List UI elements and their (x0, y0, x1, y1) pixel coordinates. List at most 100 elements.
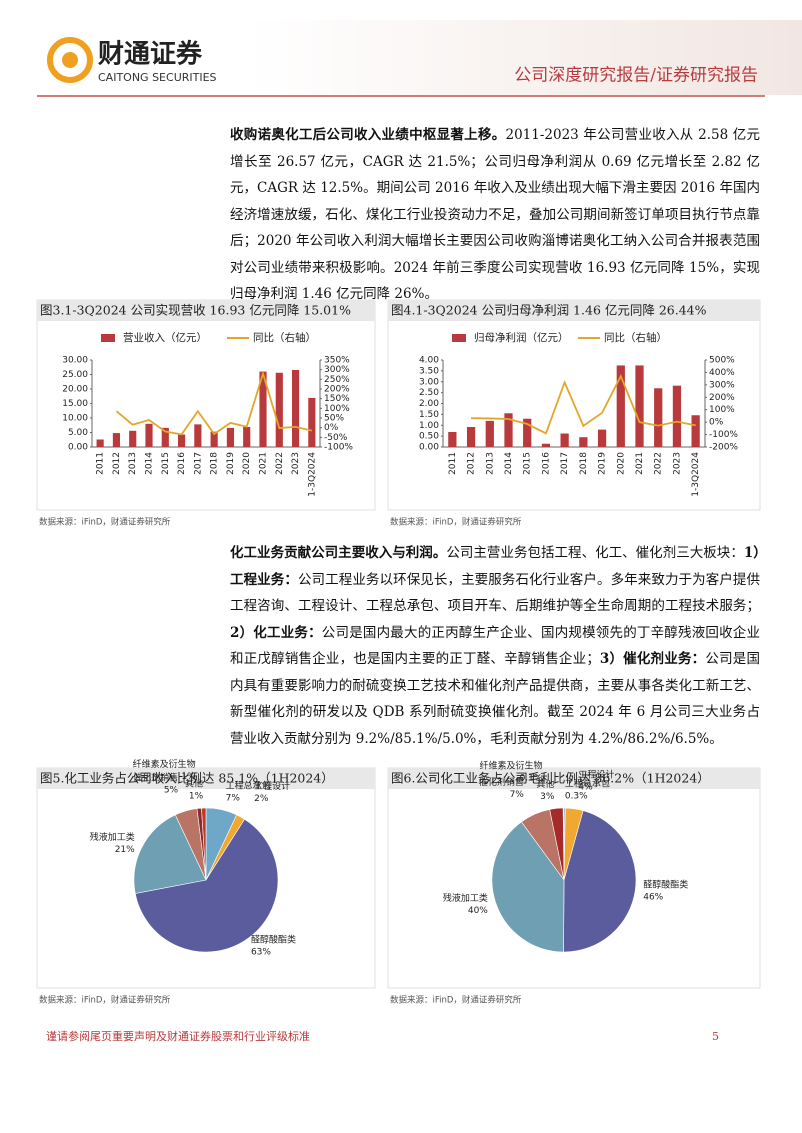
slice-value-label: 5% (164, 785, 179, 795)
y-tick-label: 2.00 (419, 399, 439, 409)
y2-tick-label: 250% (324, 375, 350, 385)
slice-value-label: 1% (189, 792, 204, 802)
bar (129, 430, 137, 447)
y-tick-label: 1.50 (419, 410, 439, 420)
y-tick-label: 0.50 (419, 432, 439, 442)
x-tick-label: 2013 (485, 452, 495, 475)
legend-swatch (101, 334, 115, 342)
slice-label: 其他 (536, 778, 554, 790)
report-type: 公司深度研究报告/证券研究报告 (514, 66, 758, 86)
chart-source: 数据来源：iFinD，财通证券研究所 (39, 995, 171, 1006)
bar (145, 423, 153, 447)
brand: 财通证券 (98, 40, 203, 70)
bar (161, 427, 169, 447)
bar (616, 365, 625, 447)
slice-label: 残液加工类 (443, 892, 488, 904)
line-series (471, 373, 696, 435)
text: 2011-2023 年公司营业收入从 2.58 亿元增长至 26.57 亿元，C… (230, 127, 760, 302)
x-tick-label: 2022 (275, 452, 285, 475)
chart-title: 图3.1-3Q2024 公司实现营收 16.93 亿元同降 15.01% (40, 303, 351, 318)
y-tick-label: 30.00 (62, 356, 88, 366)
chart-source: 数据来源：iFinD，财通证券研究所 (39, 517, 171, 528)
bold-text: 3）催化剂业务： (599, 651, 706, 667)
logo (47, 37, 93, 83)
y-tick-label: 10.00 (62, 414, 88, 424)
slice-label: 纤维素及衍生物 (133, 758, 196, 770)
x-tick-label: 2020 (242, 452, 252, 475)
chart-title: 图4.1-3Q2024 公司归母净利润 1.46 亿元同降 26.44% (391, 303, 707, 318)
y2-tick-label: 500% (709, 356, 735, 366)
bar (597, 429, 607, 447)
y-tick-label: 4.00 (419, 356, 439, 366)
chart-title: 图5.化工业务占公司收入比例达 85.1%（1H2024） (40, 771, 334, 786)
y2-tick-label: 300% (324, 365, 350, 375)
brand-en: CAITONG SECURITIES (98, 71, 217, 84)
x-tick-label: 2014 (504, 452, 514, 475)
y2-tick-label: 200% (709, 393, 735, 403)
y2-tick-label: 150% (324, 394, 350, 404)
x-tick-label: 2011 (448, 452, 458, 475)
x-tick-label: 2017 (560, 452, 570, 475)
x-tick-label: 2013 (128, 452, 138, 475)
text: 公司是国内具有重要影响力的耐硫变换工艺技术和催化剂产品提供商，主要从事各类化工新… (230, 651, 761, 747)
x-tick-label: 1-3Q2024 (307, 452, 317, 497)
slice-value-label: 7% (226, 794, 241, 804)
x-tick-label: 2019 (226, 452, 236, 475)
y2-tick-label: 350% (324, 356, 350, 366)
y2-tick-label: -100% (709, 430, 738, 440)
x-tick-label: 2015 (523, 452, 533, 475)
legend-label: 营业收入（亿元） (123, 331, 207, 344)
bar (504, 413, 513, 447)
slice-label: 残液加工类 (90, 831, 135, 843)
x-tick-label: 2023 (672, 452, 682, 475)
line-series (115, 370, 313, 436)
slice-value-label: -0.1% (516, 774, 543, 784)
x-tick-label: 2015 (161, 452, 171, 475)
slice-value-label: 21% (115, 845, 135, 855)
bar (275, 372, 283, 447)
page-number: 5 (712, 1030, 719, 1043)
legend-label: 归母净利润（亿元） (474, 331, 569, 344)
slice-label: 催化剂销售 (479, 776, 524, 788)
slice-value-label: 0.3% (565, 792, 588, 802)
y-tick-label: 0.00 (68, 443, 88, 453)
y2-tick-label: 0% (709, 418, 724, 428)
x-tick-label: 2017 (193, 452, 203, 475)
y-tick-label: 15.00 (62, 399, 88, 409)
x-tick-label: 2021 (259, 452, 269, 475)
x-tick-label: 2021 (635, 452, 645, 475)
bar (654, 388, 663, 447)
bar (485, 420, 494, 447)
pie-slice (134, 818, 279, 953)
x-tick-label: 2019 (598, 452, 608, 475)
bar (635, 365, 644, 447)
footer-disclaimer: 谨请参阅尾页重要声明及财通证券股票和行业评级标准 (46, 1029, 310, 1043)
y2-tick-label: 0% (324, 423, 339, 433)
x-tick-label: 2012 (467, 452, 477, 475)
pie-slice (549, 807, 565, 881)
y-tick-label: 5.00 (68, 428, 88, 438)
chart-title: 图6.公司化工业务占公司毛利比例达 86.2%（1H2024） (391, 771, 710, 786)
text: 公司主营业务包括工程、化工、催化剂三大板块： (446, 545, 744, 561)
slice-label: 纤维素及衍生物 (479, 760, 542, 772)
bar (259, 371, 267, 447)
x-tick-label: 1-3Q2024 (691, 452, 701, 497)
legend-label: 同比（右轴） (253, 331, 316, 344)
slice-label: 工程总承包 (226, 780, 271, 792)
slice-value-label: 1% (181, 772, 196, 782)
pie-slice (563, 810, 637, 953)
y2-tick-label: 100% (709, 405, 735, 415)
slice-label: 工程设计 (578, 769, 614, 781)
chart-source: 数据来源：iFinD，财通证券研究所 (390, 517, 522, 528)
bar (194, 424, 202, 447)
y2-tick-label: -100% (324, 443, 353, 453)
bar (560, 433, 569, 447)
slice-value-label: 46% (643, 892, 663, 902)
bar (177, 434, 186, 447)
bar (466, 426, 476, 447)
pie-slice (133, 814, 207, 894)
slice-label: 工程总承包 (565, 778, 610, 790)
x-tick-label: 2016 (541, 452, 551, 475)
legend-swatch (452, 334, 466, 342)
